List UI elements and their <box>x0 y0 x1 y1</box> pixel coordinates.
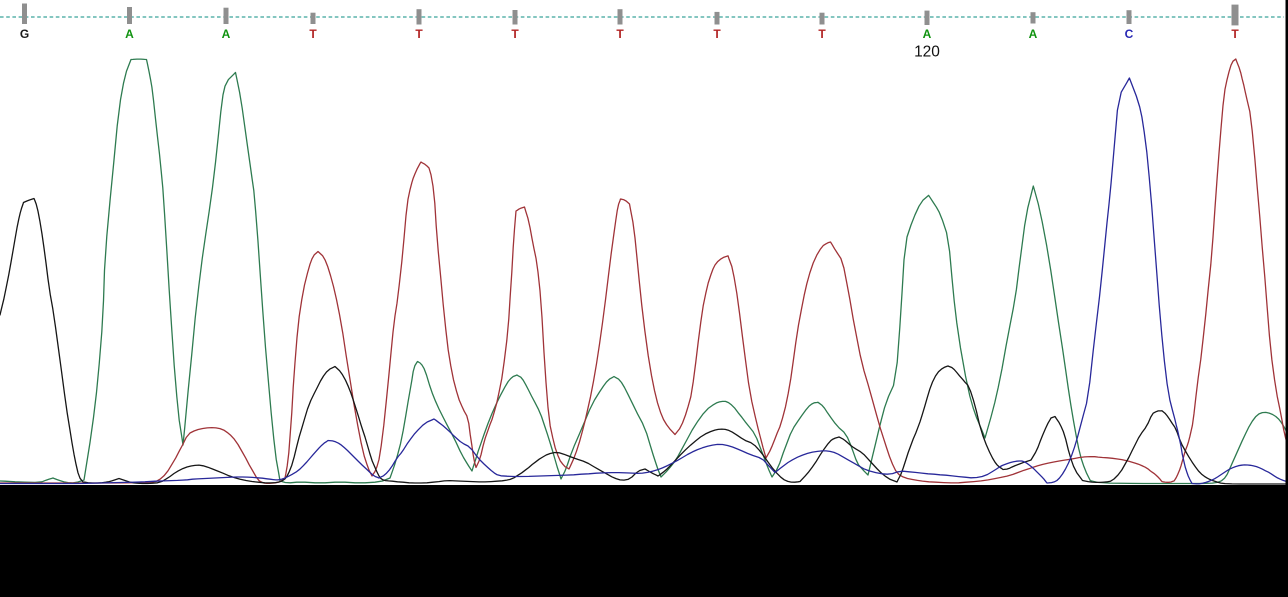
svg-text:T: T <box>616 27 624 41</box>
svg-text:T: T <box>713 27 721 41</box>
svg-text:A: A <box>222 27 231 41</box>
svg-text:A: A <box>1029 27 1038 41</box>
svg-text:A: A <box>125 27 134 41</box>
svg-text:T: T <box>1231 27 1239 41</box>
svg-text:T: T <box>309 27 317 41</box>
svg-text:C: C <box>1125 27 1134 41</box>
svg-text:120: 120 <box>914 43 940 60</box>
svg-text:T: T <box>511 27 519 41</box>
svg-text:A: A <box>923 27 932 41</box>
svg-text:G: G <box>20 27 29 41</box>
svg-text:T: T <box>415 27 423 41</box>
svg-text:T: T <box>818 27 826 41</box>
